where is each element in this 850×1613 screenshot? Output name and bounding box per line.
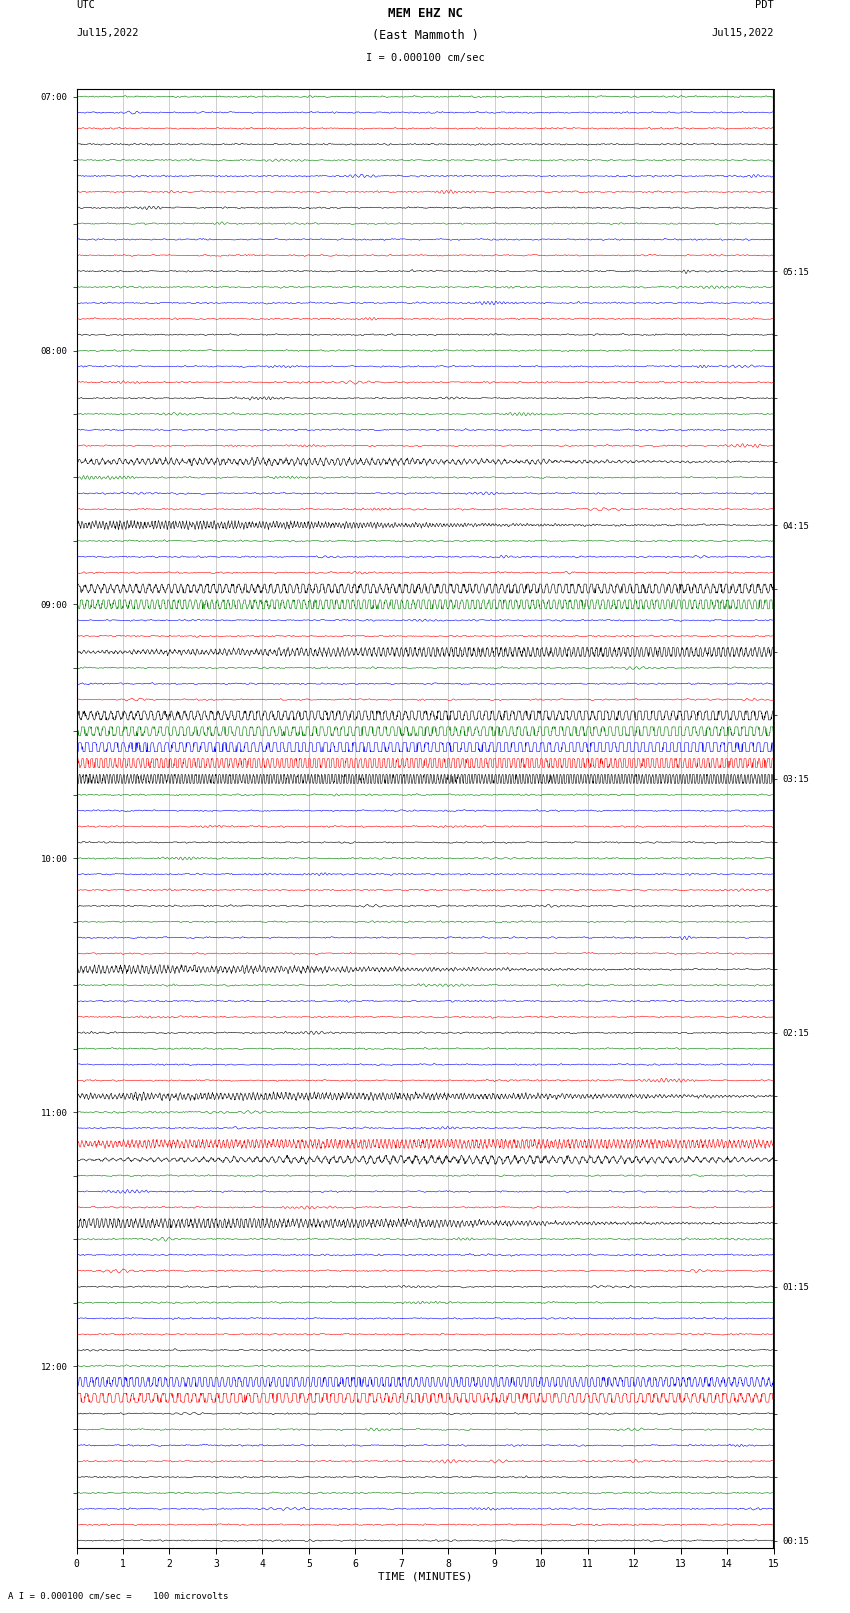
Text: I = 0.000100 cm/sec: I = 0.000100 cm/sec <box>366 53 484 63</box>
Text: Jul15,2022: Jul15,2022 <box>76 27 139 37</box>
Text: Jul15,2022: Jul15,2022 <box>711 27 774 37</box>
Text: UTC: UTC <box>76 0 95 10</box>
Text: (East Mammoth ): (East Mammoth ) <box>371 29 479 42</box>
Text: MEM EHZ NC: MEM EHZ NC <box>388 6 462 19</box>
Text: PDT: PDT <box>755 0 774 10</box>
X-axis label: TIME (MINUTES): TIME (MINUTES) <box>377 1571 473 1582</box>
Text: A I = 0.000100 cm/sec =    100 microvolts: A I = 0.000100 cm/sec = 100 microvolts <box>8 1590 229 1600</box>
